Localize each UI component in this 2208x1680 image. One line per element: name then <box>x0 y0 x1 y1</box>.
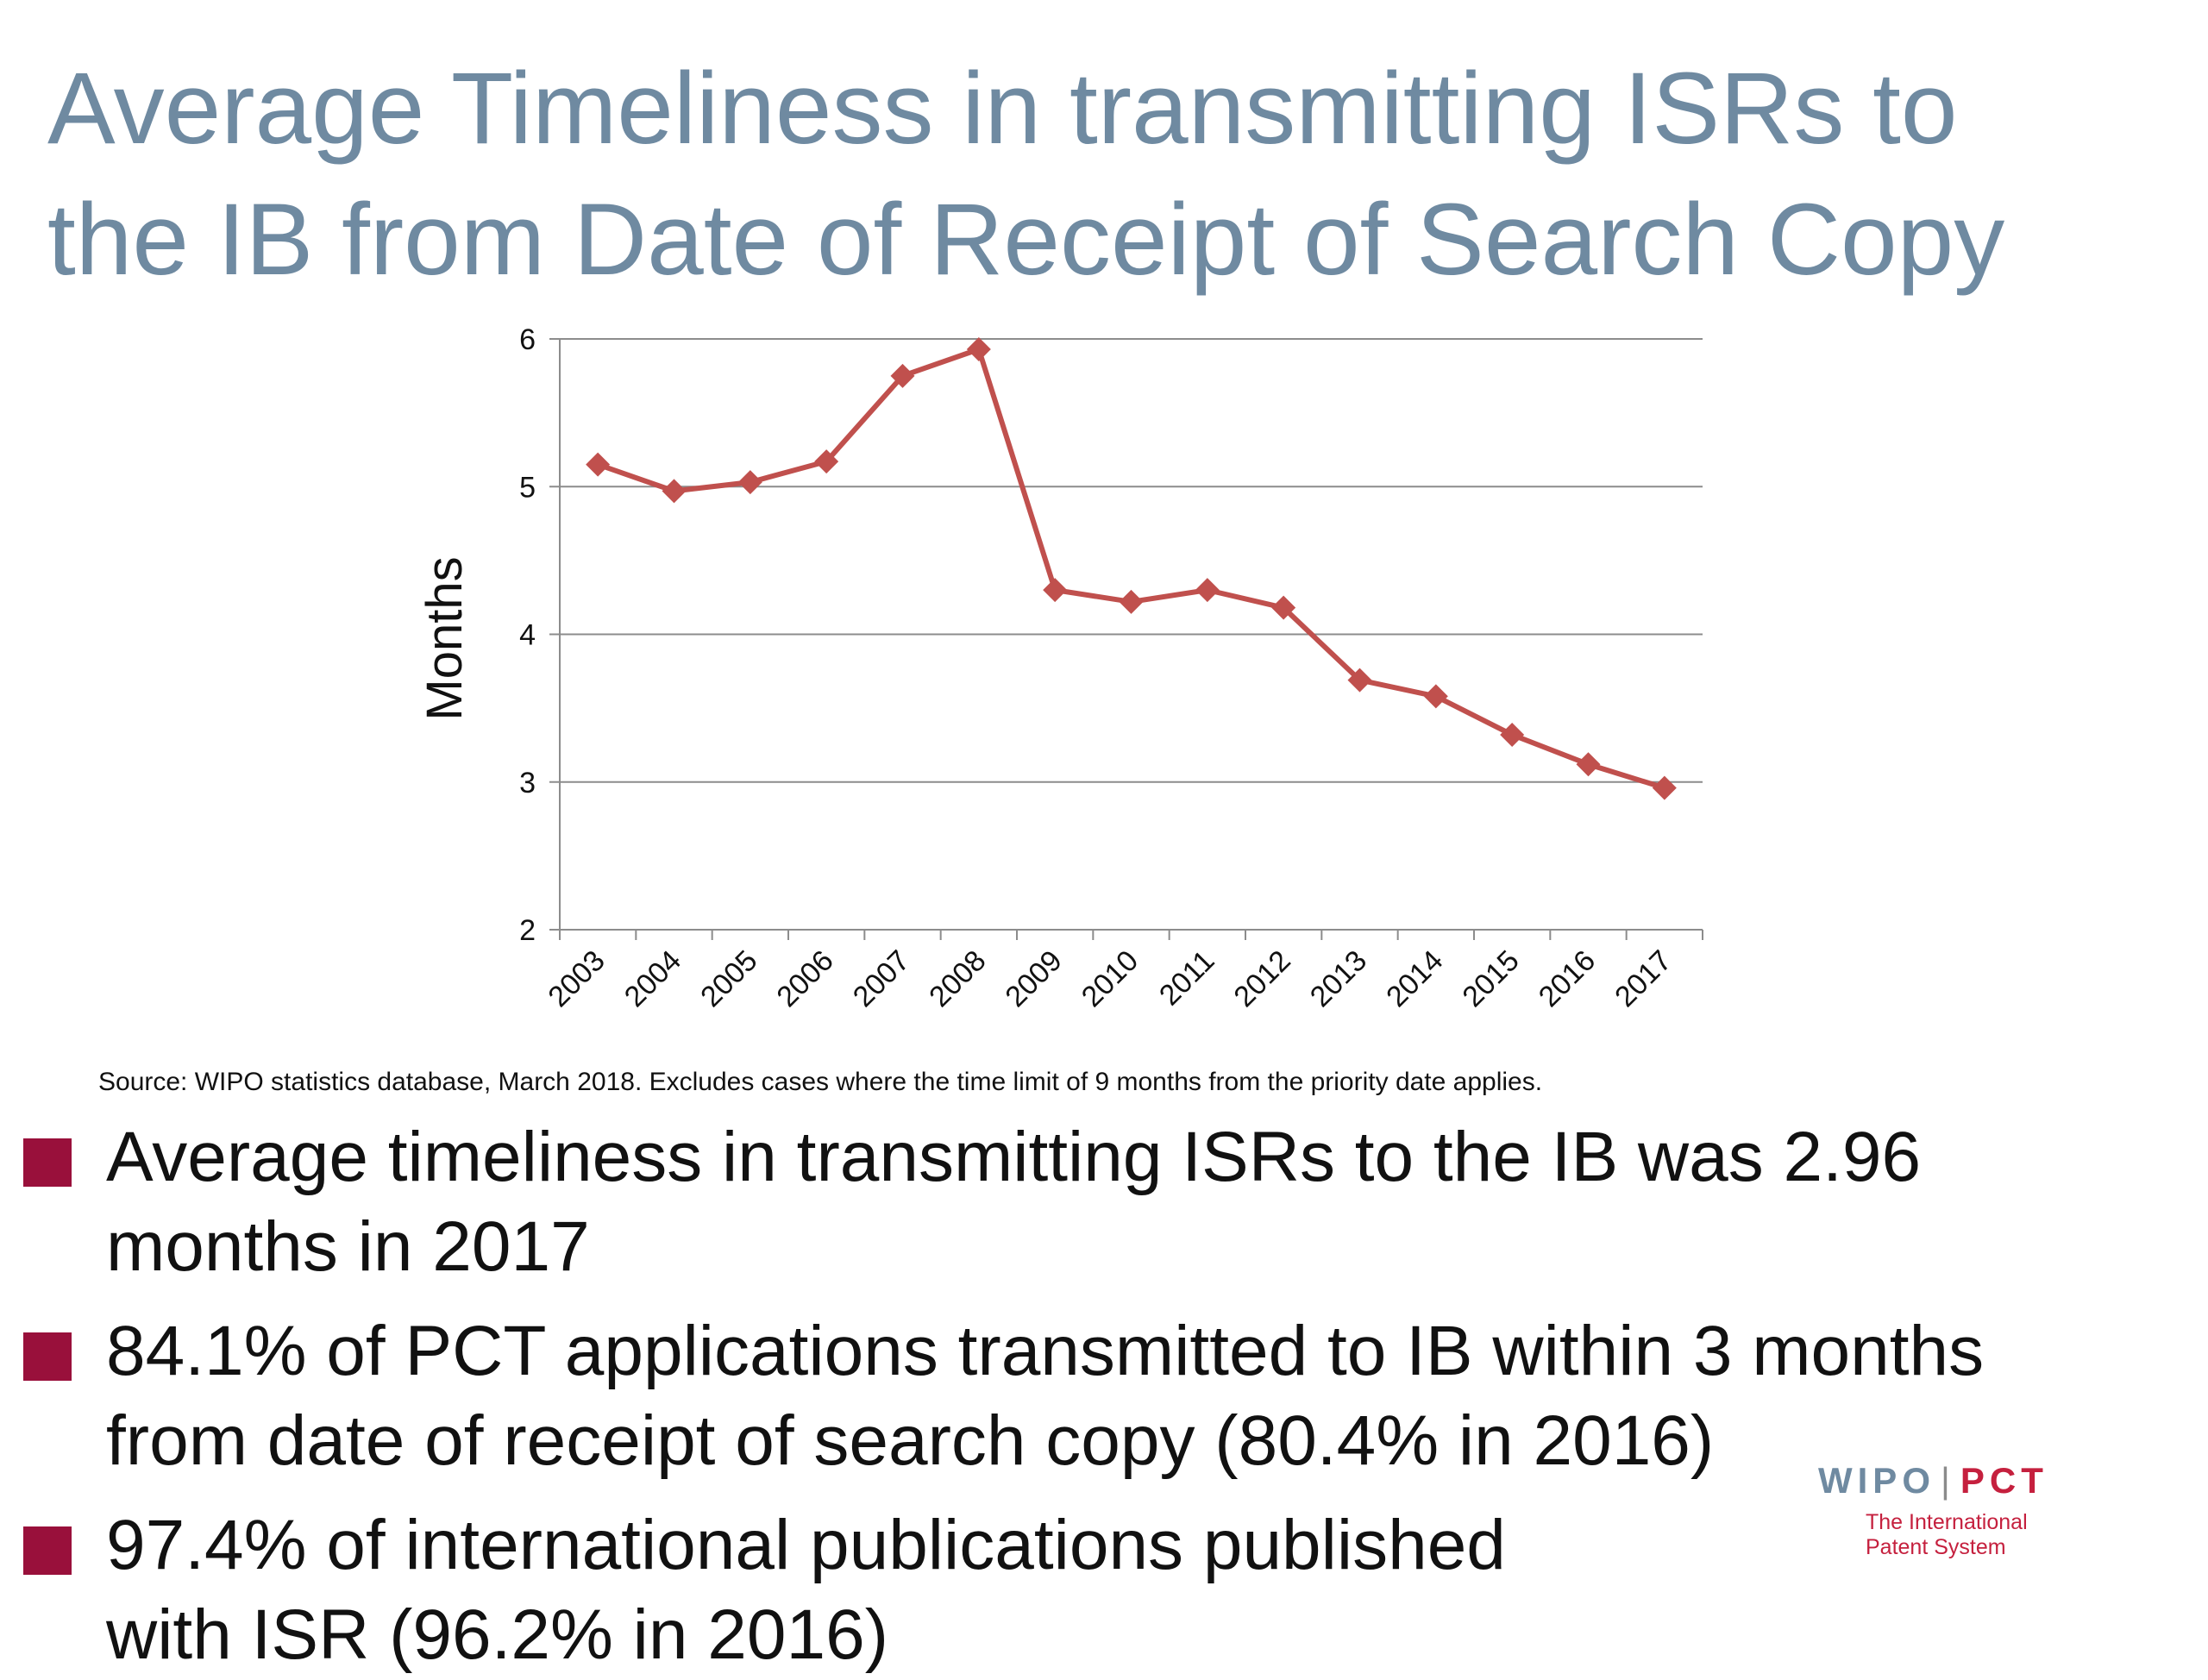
data-point-marker <box>1195 578 1220 603</box>
y-tick-label: 4 <box>519 619 536 652</box>
chart-axes <box>549 338 1703 940</box>
logo-pct-text: PCT <box>1960 1460 2048 1501</box>
x-tick-label: 2009 <box>999 944 1068 1013</box>
data-point-marker <box>1576 752 1601 777</box>
data-point-marker <box>737 470 762 495</box>
square-bullet-icon <box>23 1332 72 1381</box>
slide-title: Average Timeliness in transmitting ISRs … <box>47 43 2186 305</box>
slide-title-line-1: Average Timeliness in transmitting ISRs … <box>47 52 1958 166</box>
data-point-marker <box>1500 722 1525 747</box>
y-tick-label: 3 <box>519 767 536 799</box>
chart-series <box>586 336 1677 800</box>
bullet-text: Average timeliness in transmitting ISRs … <box>106 1113 1921 1292</box>
data-point-marker <box>1652 775 1677 800</box>
x-tick-labels: 2003 2004 2005 2006 2007 2008 2009 2010 2011 2012… <box>542 944 1678 1013</box>
bullet-line: months in 2017 <box>106 1207 590 1286</box>
y-tick-label: 2 <box>519 914 536 947</box>
bullet-line: 97.4% of international publications publ… <box>106 1506 1506 1584</box>
x-tick-label: 2010 <box>1076 944 1145 1013</box>
data-point-marker <box>814 449 839 474</box>
x-tick-label: 2011 <box>1153 944 1221 1012</box>
data-point-marker <box>1119 589 1144 614</box>
slide-title-line-2: the IB from Date of Receipt of Search Co… <box>47 183 2005 297</box>
data-point-marker <box>1271 595 1296 620</box>
bullet-line: Average timeliness in transmitting ISRs … <box>106 1118 1922 1196</box>
x-tick-label: 2006 <box>770 944 839 1013</box>
x-tick-label: 2008 <box>923 944 992 1013</box>
x-tick-label: 2013 <box>1304 944 1373 1013</box>
x-tick-label: 2015 <box>1456 944 1525 1013</box>
logo-wordmark: WIPO | PCT <box>1818 1460 2048 1501</box>
chart-gridlines <box>560 338 1703 783</box>
data-point-marker <box>966 336 991 361</box>
logo-tagline-line-1: The International <box>1866 1510 2028 1534</box>
bullet-line: 84.1% of PCT applications transmitted to… <box>106 1312 1985 1390</box>
y-tick-label: 5 <box>519 471 536 504</box>
data-point-marker <box>890 363 915 388</box>
x-tick-label: 2014 <box>1380 944 1449 1013</box>
source-note: Source: WIPO statistics database, March … <box>98 1068 1543 1096</box>
x-tick-label: 2012 <box>1227 944 1296 1013</box>
x-tick-label: 2007 <box>847 944 916 1013</box>
x-tick-label: 2016 <box>1533 944 1602 1013</box>
y-tick-labels: 2 3 4 5 6 <box>519 323 536 947</box>
bullet-line: from date of receipt of search copy (80.… <box>106 1401 1715 1480</box>
logo-tagline-line-2: Patent System <box>1866 1535 2006 1559</box>
bullet-line: with ISR (96.2% in 2016) <box>106 1595 889 1674</box>
x-tick-label: 2004 <box>618 944 687 1013</box>
logo-wipo-text: WIPO <box>1818 1460 1935 1501</box>
bullet-text: 97.4% of international publications publ… <box>106 1501 1506 1680</box>
logo-tagline: The International Patent System <box>1866 1510 2028 1560</box>
x-tick-label: 2017 <box>1609 944 1678 1013</box>
series-line <box>595 346 1667 791</box>
data-point-marker <box>1347 668 1372 693</box>
data-point-marker <box>586 452 611 477</box>
x-tick-label: 2003 <box>542 944 611 1013</box>
y-tick-label: 6 <box>519 323 536 356</box>
wipo-pct-logo: WIPO | PCT The International Patent System <box>1818 1460 2077 1564</box>
data-point-marker <box>662 479 687 504</box>
logo-separator: | <box>1941 1460 1955 1501</box>
data-point-marker <box>1423 684 1448 709</box>
bullet-text: 84.1% of PCT applications transmitted to… <box>106 1307 1984 1486</box>
square-bullet-icon <box>23 1526 72 1575</box>
data-point-marker <box>1043 578 1068 603</box>
x-tick-label: 2005 <box>694 944 763 1013</box>
y-axis-label: Months <box>417 556 473 720</box>
square-bullet-icon <box>23 1138 72 1187</box>
